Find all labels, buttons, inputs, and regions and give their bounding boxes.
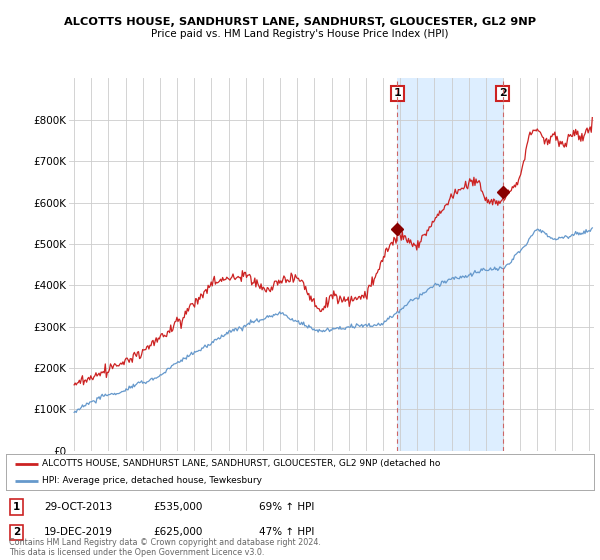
Text: HPI: Average price, detached house, Tewkesbury: HPI: Average price, detached house, Tewk… [43,477,262,486]
Text: 1: 1 [394,88,401,99]
Text: £625,000: £625,000 [153,527,202,537]
Text: Contains HM Land Registry data © Crown copyright and database right 2024.
This d: Contains HM Land Registry data © Crown c… [9,538,321,557]
Text: ALCOTTS HOUSE, SANDHURST LANE, SANDHURST, GLOUCESTER, GL2 9NP: ALCOTTS HOUSE, SANDHURST LANE, SANDHURST… [64,17,536,27]
Text: 2: 2 [13,527,20,537]
Text: Price paid vs. HM Land Registry's House Price Index (HPI): Price paid vs. HM Land Registry's House … [151,29,449,39]
Text: 1: 1 [13,502,20,512]
Bar [397,78,503,451]
Text: 47% ↑ HPI: 47% ↑ HPI [259,527,314,537]
Text: ALCOTTS HOUSE, SANDHURST LANE, SANDHURST, GLOUCESTER, GL2 9NP (detached ho: ALCOTTS HOUSE, SANDHURST LANE, SANDHURST… [43,459,441,468]
Text: 19-DEC-2019: 19-DEC-2019 [44,527,113,537]
Text: £535,000: £535,000 [153,502,202,512]
Text: 69% ↑ HPI: 69% ↑ HPI [259,502,314,512]
Text: 29-OCT-2013: 29-OCT-2013 [44,502,112,512]
Text: 2: 2 [499,88,506,99]
